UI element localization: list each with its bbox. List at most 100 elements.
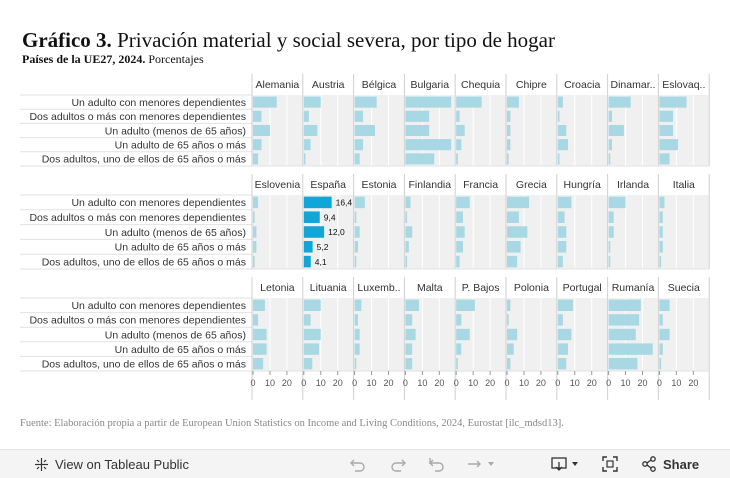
bar bbox=[659, 196, 665, 209]
bar bbox=[557, 343, 568, 355]
bar bbox=[354, 124, 375, 137]
bar bbox=[456, 153, 458, 165]
tableau-toolbar: View on Tableau Public Share bbox=[0, 449, 730, 478]
panel-header: Portugal bbox=[563, 282, 602, 294]
bar bbox=[557, 153, 560, 165]
category-label: Un adulto con menores dependientes bbox=[71, 197, 246, 209]
tick-label: 0 bbox=[657, 378, 662, 388]
tick-label: 20 bbox=[638, 378, 648, 388]
panel-header: Alemania bbox=[256, 79, 300, 91]
panel-Eslovaq..: Eslovaq.. bbox=[657, 74, 709, 166]
bar bbox=[405, 314, 413, 326]
bar bbox=[608, 153, 611, 165]
panel-Estonia: Estonia bbox=[353, 174, 404, 269]
bar bbox=[507, 226, 528, 238]
panel-Croacia: Croacia bbox=[556, 74, 608, 166]
bar bbox=[253, 358, 264, 370]
share-button[interactable]: Share bbox=[641, 450, 699, 478]
download-button[interactable] bbox=[551, 450, 581, 478]
share-label: Share bbox=[663, 456, 700, 472]
bar bbox=[405, 343, 413, 355]
category-label: Un adulto con menores dependientes bbox=[71, 300, 246, 312]
bar bbox=[405, 255, 408, 268]
bar bbox=[557, 299, 574, 311]
chart-subtitle-rest: Porcentajes bbox=[145, 52, 204, 66]
panel-Italia: Italia bbox=[657, 174, 709, 269]
category-label: Dos adultos, uno de ellos de 65 años o m… bbox=[42, 359, 246, 371]
bar bbox=[659, 328, 670, 341]
bar bbox=[303, 96, 321, 108]
bar bbox=[608, 328, 636, 341]
bar bbox=[354, 139, 364, 151]
bar bbox=[303, 124, 318, 137]
bar bbox=[354, 226, 360, 238]
bar bbox=[507, 299, 511, 311]
bar bbox=[507, 96, 519, 108]
panel-Hungría: Hungría bbox=[556, 174, 608, 269]
bar bbox=[557, 226, 567, 238]
category-label: Un adulto de 65 años o más bbox=[115, 242, 246, 254]
bar bbox=[659, 299, 670, 311]
bar bbox=[557, 241, 567, 253]
bar bbox=[507, 241, 521, 253]
bar bbox=[456, 299, 475, 311]
tick-label: 0 bbox=[454, 378, 459, 388]
fullscreen-button[interactable] bbox=[602, 450, 618, 478]
bar bbox=[253, 124, 270, 137]
bar bbox=[253, 343, 267, 355]
tick-label: 20 bbox=[485, 378, 495, 388]
bar bbox=[405, 196, 411, 209]
panel-Francia: Francia bbox=[454, 174, 506, 269]
panel-header: Lituania bbox=[310, 282, 347, 294]
tick-label: 0 bbox=[606, 378, 611, 388]
tick-label: 0 bbox=[352, 378, 357, 388]
category-label: Un adulto (menos de 65 años) bbox=[105, 227, 246, 239]
panel-header: Francia bbox=[463, 179, 498, 191]
category-label: Un adulto (menos de 65 años) bbox=[105, 329, 246, 341]
panel-Portugal: Portugal bbox=[556, 277, 608, 371]
bar bbox=[507, 255, 518, 268]
bar bbox=[456, 328, 470, 341]
bar bbox=[507, 343, 514, 355]
panel-Polonia: Polonia bbox=[505, 277, 557, 371]
panel-header: Hungría bbox=[564, 179, 602, 191]
tick-label: 10 bbox=[468, 378, 478, 388]
bar bbox=[608, 196, 626, 209]
panel-Eslovenia: Eslovenia bbox=[251, 174, 303, 269]
tick-label: 10 bbox=[316, 378, 326, 388]
category-label: Dos adultos, uno de ellos de 65 años o m… bbox=[42, 256, 246, 268]
bar bbox=[608, 124, 624, 137]
panel-header: Croacia bbox=[564, 79, 600, 91]
tick-label: 10 bbox=[367, 378, 377, 388]
undo-button[interactable] bbox=[349, 450, 367, 478]
bar bbox=[253, 196, 259, 209]
bar bbox=[608, 299, 641, 311]
bar bbox=[253, 110, 262, 122]
small-multiples-bar-chart: Un adulto con menores dependientes Dos ad… bbox=[20, 74, 710, 400]
bar bbox=[557, 211, 565, 223]
redo-icon bbox=[389, 456, 407, 472]
tick-label: 10 bbox=[621, 378, 631, 388]
bar bbox=[557, 110, 560, 122]
category-label: Un adulto de 65 años o más bbox=[115, 344, 246, 356]
redo-button[interactable] bbox=[389, 450, 407, 478]
bar bbox=[456, 241, 463, 253]
revert-button[interactable] bbox=[428, 450, 446, 478]
bar bbox=[507, 314, 509, 326]
category-label: Dos adultos, uno de ellos de 65 años o m… bbox=[42, 154, 246, 166]
pause-button[interactable] bbox=[466, 450, 496, 478]
panel-Chequia: Chequia bbox=[454, 74, 506, 166]
panel-P. Bajos: P. Bajos bbox=[454, 277, 506, 371]
bar bbox=[456, 110, 460, 122]
bar bbox=[659, 343, 663, 355]
view-on-tableau-button[interactable]: View on Tableau Public bbox=[34, 450, 189, 478]
bar bbox=[456, 124, 465, 137]
panel-Dinamar..: Dinamar.. bbox=[607, 74, 658, 166]
panel-Alemania: Alemania bbox=[251, 74, 303, 166]
bar bbox=[405, 124, 430, 137]
panel-Irlanda: Irlanda bbox=[607, 174, 658, 269]
bar bbox=[405, 241, 409, 253]
bar bbox=[608, 314, 640, 326]
bar bbox=[456, 96, 482, 108]
data-label: 16,4 bbox=[336, 198, 353, 208]
